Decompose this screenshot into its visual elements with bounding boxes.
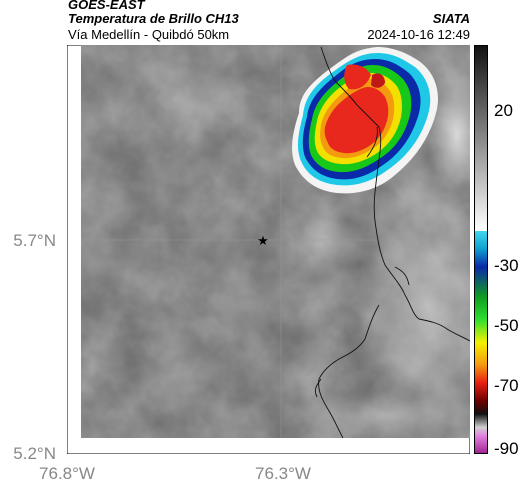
- satellite-title: GOES-EAST: [68, 0, 145, 12]
- storm-cell: [292, 47, 439, 194]
- colorbar-tick-label: -90: [494, 439, 519, 458]
- y-tick-label: 5.2°N: [13, 444, 56, 463]
- satellite-map: ★: [67, 45, 470, 454]
- product-title: Temperatura de Brillo CH13: [68, 11, 239, 26]
- colorbar: [474, 45, 488, 454]
- graticule: [81, 45, 470, 438]
- x-tick-label: 76.8°W: [39, 464, 95, 483]
- organization-label: SIATA: [432, 11, 470, 26]
- y-tick-label: 5.7°N: [13, 231, 56, 250]
- x-tick-label: 76.3°W: [255, 464, 311, 483]
- colorbar-tick-label: -70: [494, 376, 519, 395]
- timestamp-label: 2024-10-16 12:49: [367, 27, 470, 42]
- colorbar-tick-label: -30: [494, 256, 519, 275]
- colorbar-tick-label: 20: [494, 101, 513, 120]
- boundary-lines: [314, 46, 470, 439]
- colorbar-tick-label: -50: [494, 316, 519, 335]
- star-icon: ★: [257, 234, 269, 249]
- region-subtitle: Vía Medellín - Quibdó 50km: [68, 27, 230, 42]
